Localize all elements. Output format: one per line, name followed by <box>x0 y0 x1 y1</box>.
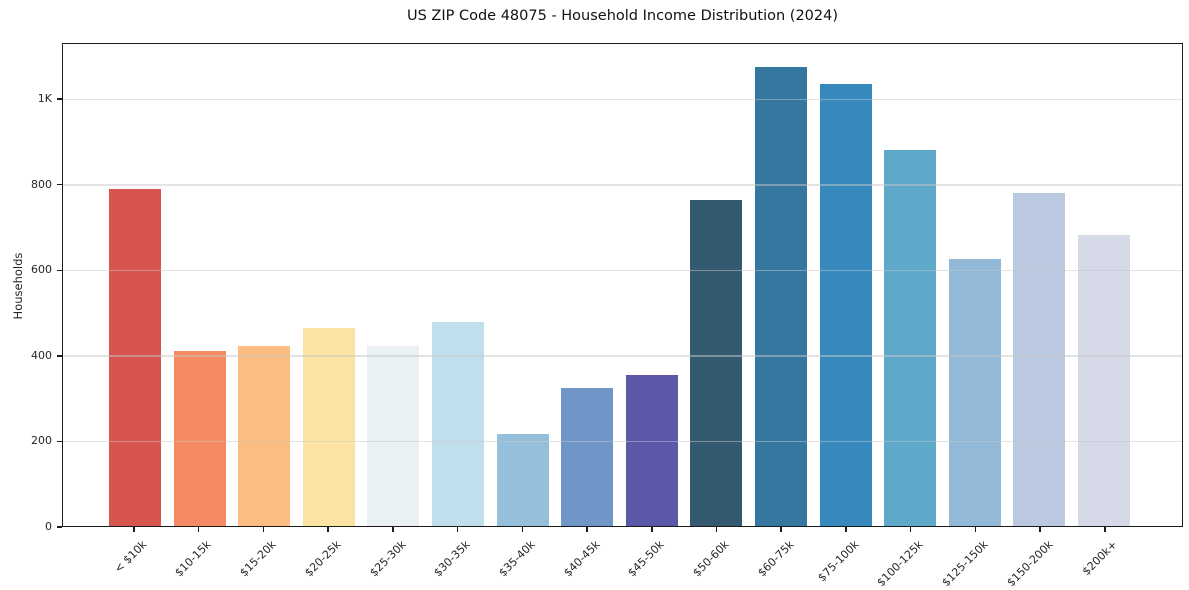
y-tick-mark <box>57 98 62 100</box>
x-axis-slot: $10-15k <box>173 527 225 589</box>
x-tick-mark <box>392 527 394 532</box>
bar <box>431 322 484 526</box>
y-tick-mark <box>57 355 62 357</box>
x-tick-mark <box>715 527 718 532</box>
x-tick-mark <box>262 527 265 532</box>
x-tick-label: $125-150k <box>939 538 991 590</box>
x-axis-slot: $30-35k <box>432 527 484 589</box>
x-tick-mark <box>651 527 653 532</box>
gridline <box>63 98 1182 101</box>
y-tick-label: 0 <box>45 520 52 533</box>
x-axis-slot: $50-60k <box>690 527 742 589</box>
x-axis-slot: $100-125k <box>875 527 937 589</box>
y-axis-label: Households <box>11 252 25 320</box>
bar <box>819 83 872 526</box>
x-tick-mark <box>133 527 135 532</box>
x-axis-slot: $35-40k <box>496 527 548 589</box>
x-tick-label: $45-50k <box>625 538 667 580</box>
x-tick-label: $20-25k <box>302 538 344 580</box>
x-axis-slot: $150-200k <box>1004 527 1066 589</box>
x-tick-label: < $10k <box>111 538 150 576</box>
x-tick-mark <box>1104 527 1106 532</box>
x-tick-label: $50-60k <box>690 538 732 580</box>
bar <box>561 388 614 526</box>
x-tick-mark <box>197 527 200 532</box>
y-tick-mark <box>57 440 62 443</box>
x-tick-label: $100-125k <box>874 538 926 590</box>
y-tick-label: 1K <box>37 92 52 106</box>
x-axis-slot: $125-150k <box>939 527 1001 589</box>
bar <box>367 346 420 526</box>
x-axis-slot: $60-75k <box>755 527 807 589</box>
bars-row <box>63 44 1182 526</box>
x-axis-slot: $200k+ <box>1079 527 1131 589</box>
bar <box>173 351 226 526</box>
x-axis-slot: $75-100k <box>815 527 872 589</box>
x-tick-mark <box>586 527 588 532</box>
bar <box>302 327 355 526</box>
plot-area <box>62 43 1183 527</box>
x-tick-label: $200k+ <box>1079 538 1120 579</box>
bar <box>625 374 678 526</box>
x-axis-slot: $15-20k <box>237 527 289 589</box>
x-tick-mark <box>780 527 782 532</box>
x-tick-label: $40-45k <box>560 538 603 580</box>
x-tick-label: $15-20k <box>237 538 279 580</box>
y-tick-mark <box>57 269 62 271</box>
bar <box>1013 193 1066 526</box>
x-tick-label: $35-40k <box>496 538 538 580</box>
bar <box>109 189 161 526</box>
gridline <box>63 184 1182 186</box>
y-tick-label: 200 <box>31 434 52 448</box>
x-tick-mark <box>1039 527 1041 532</box>
gridline <box>63 269 1182 272</box>
x-tick-label: $75-100k <box>814 538 862 585</box>
bar <box>884 150 937 526</box>
x-axis-slot: $25-30k <box>367 527 419 589</box>
y-tick-label: 600 <box>31 263 52 277</box>
y-tick-mark <box>57 183 62 186</box>
x-axis: < $10k $10-15k $15-20k $20-25k $25-30k $30-35… <box>62 527 1183 589</box>
x-axis-slot: $45-50k <box>626 527 678 589</box>
x-tick-mark <box>909 527 912 532</box>
x-tick-mark <box>456 527 459 532</box>
y-tick-label: 400 <box>31 348 52 362</box>
x-tick-mark <box>327 527 329 532</box>
x-axis-slot: $20-25k <box>302 527 354 589</box>
x-tick-mark <box>845 527 847 532</box>
gridline <box>63 440 1182 443</box>
bar <box>496 434 549 526</box>
bar <box>238 346 291 526</box>
bar <box>948 259 1001 526</box>
x-tick-mark <box>974 527 977 532</box>
chart-title: US ZIP Code 48075 - Household Income Dis… <box>406 8 839 24</box>
bar <box>754 67 807 526</box>
y-tick-mark <box>57 526 62 528</box>
x-tick-label: $60-75k <box>755 538 797 580</box>
y-tick-label: 800 <box>31 177 52 191</box>
x-tick-mark <box>521 527 524 532</box>
bar <box>690 199 743 526</box>
x-axis-slot: $40-45k <box>561 527 613 589</box>
x-axis-slot: < $10k <box>108 527 160 589</box>
x-tick-label: $30-35k <box>431 538 473 580</box>
gridline <box>63 355 1182 357</box>
x-tick-label: $25-30k <box>366 538 409 580</box>
bar <box>1077 235 1130 526</box>
x-tick-label: $150-200k <box>1004 538 1056 590</box>
x-tick-label: $10-15k <box>172 538 214 580</box>
